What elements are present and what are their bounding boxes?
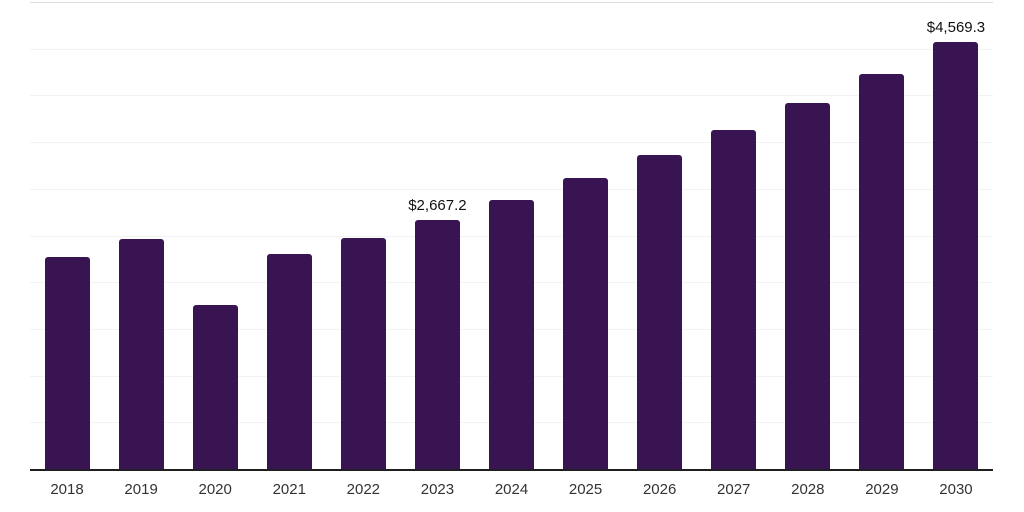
x-tick-2020: 2020 (198, 481, 232, 498)
bar-2028 (785, 103, 831, 469)
x-tick-2022: 2022 (346, 481, 381, 498)
x-tick-2030: 2030 (939, 481, 973, 498)
gridline (30, 189, 993, 190)
x-tick-2028: 2028 (791, 481, 825, 498)
bar-2030 (933, 42, 979, 469)
bar-2023 (414, 219, 460, 469)
gridline (30, 49, 993, 50)
bar-2020 (192, 305, 238, 469)
x-tick-2027: 2027 (717, 481, 751, 498)
bar-2029 (859, 73, 905, 469)
value-label-2023: $2,667.2 (408, 196, 467, 214)
gridline (30, 142, 993, 143)
x-tick-2029: 2029 (865, 481, 899, 498)
bar-2018 (44, 256, 90, 469)
bar-2019 (118, 239, 164, 469)
x-tick-2019: 2019 (124, 481, 158, 498)
bar-2024 (489, 199, 534, 469)
bar-2026 (637, 155, 683, 469)
x-tick-2025: 2025 (568, 481, 603, 498)
bar-2025 (563, 178, 609, 469)
value-label-2030: $4,569.3 (926, 19, 986, 37)
bar-2021 (266, 254, 312, 469)
bar-2027 (711, 130, 757, 469)
x-axis-line (30, 469, 993, 471)
x-tick-2026: 2026 (642, 481, 677, 498)
x-tick-2023: 2023 (420, 481, 455, 498)
gridline (30, 95, 993, 96)
x-tick-2024: 2024 (494, 481, 529, 498)
x-tick-2021: 2021 (272, 481, 306, 498)
gridline-top (30, 2, 993, 3)
bar-2022 (340, 238, 386, 469)
x-tick-2018: 2018 (50, 481, 84, 498)
